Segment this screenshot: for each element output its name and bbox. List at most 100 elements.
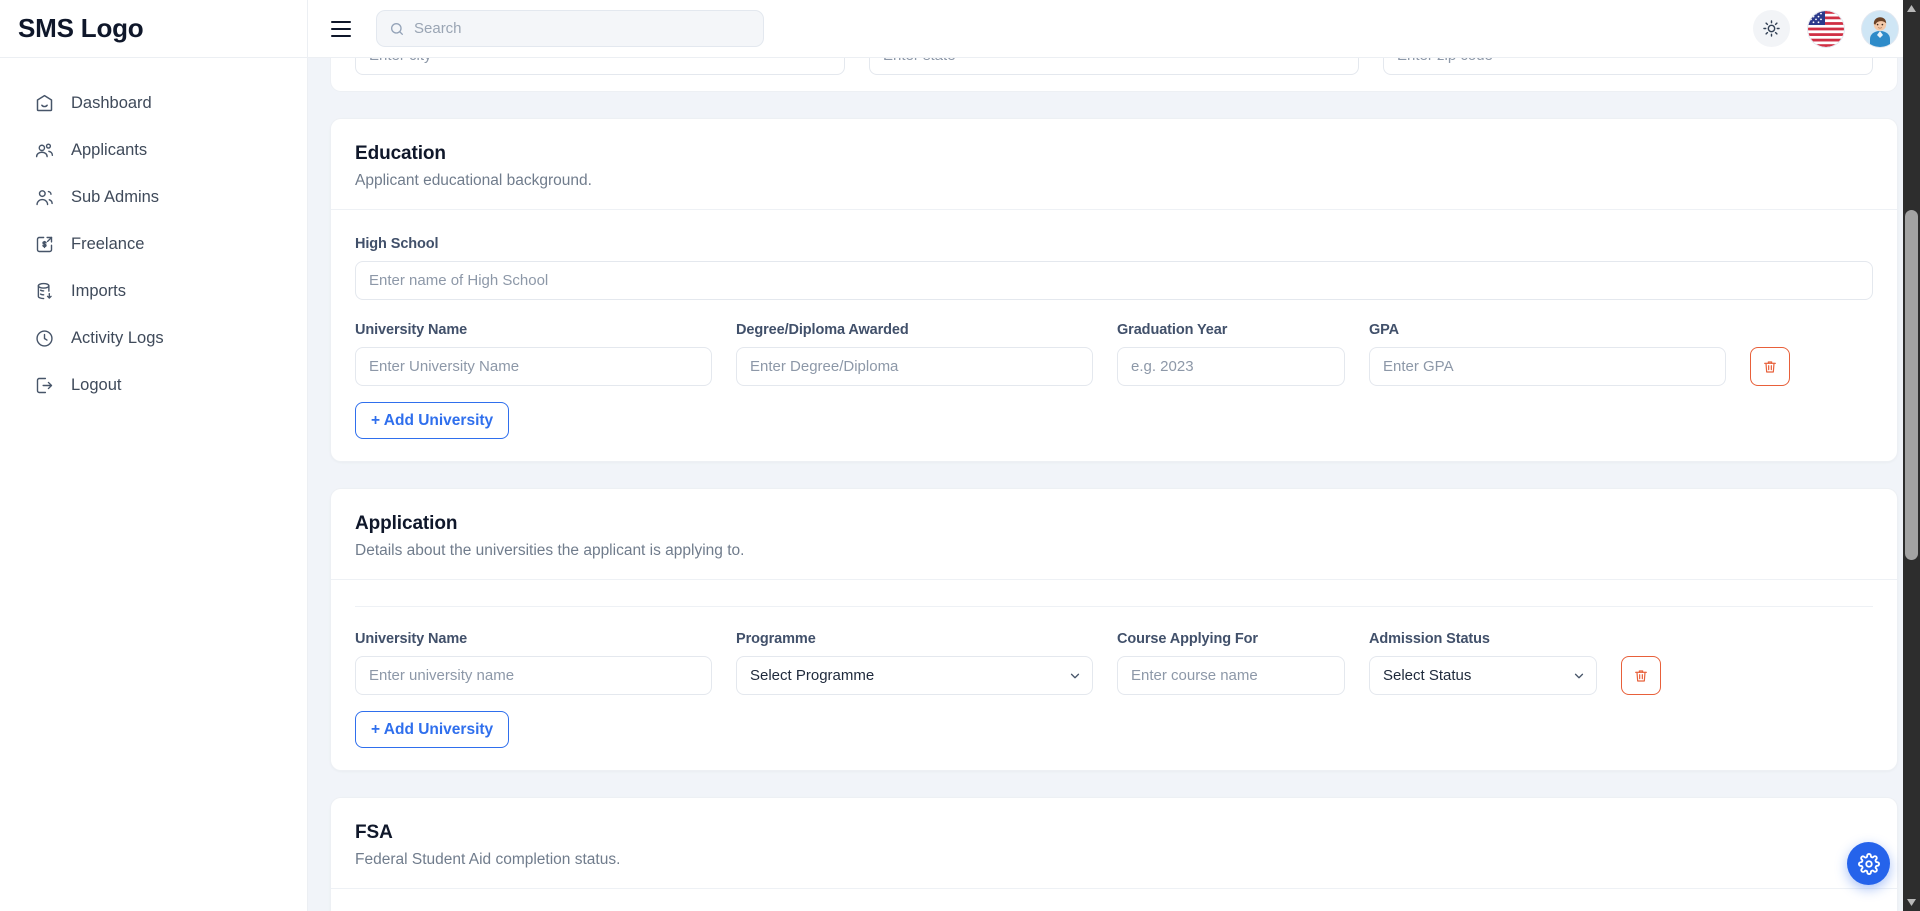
- search-box[interactable]: [376, 10, 764, 47]
- sidebar-item-sub-admins[interactable]: Sub Admins: [0, 174, 307, 221]
- course-label: Course Applying For: [1117, 631, 1258, 647]
- sidebar-item-label: Activity Logs: [71, 329, 164, 347]
- logout-icon: [34, 375, 55, 396]
- trash-icon: [1633, 668, 1649, 684]
- gear-icon: [1857, 852, 1880, 875]
- programme-label: Programme: [736, 631, 816, 647]
- university-name-input[interactable]: [355, 347, 712, 386]
- settings-fab-button[interactable]: [1847, 842, 1890, 885]
- gpa-field: GPA: [1369, 322, 1726, 386]
- freelance-icon: [34, 234, 55, 255]
- education-university-row: University Name Degree/Diploma Awarded G…: [355, 322, 1873, 386]
- sidebar-item-label: Dashboard: [71, 94, 152, 112]
- fsa-title: FSA: [355, 822, 393, 843]
- programme-select[interactable]: Select Programme: [736, 656, 1093, 695]
- application-university-name-input[interactable]: [355, 656, 712, 695]
- zip-input[interactable]: [1383, 58, 1873, 75]
- sidebar-item-freelance[interactable]: Freelance: [0, 221, 307, 268]
- application-university-name-field: University Name: [355, 631, 712, 695]
- education-card-header: Education Applicant educational backgrou…: [331, 119, 1897, 210]
- application-subtitle: Details about the universities the appli…: [355, 542, 745, 559]
- theme-toggle-button[interactable]: [1753, 10, 1790, 47]
- sidebar-item-applicants[interactable]: Applicants: [0, 127, 307, 174]
- trash-icon: [1762, 359, 1778, 375]
- main-area: Education Applicant educational backgrou…: [308, 0, 1920, 911]
- fsa-card-body: [331, 889, 1897, 911]
- programme-field: Programme Select Programme: [736, 631, 1093, 695]
- sidebar-item-label: Sub Admins: [71, 188, 160, 206]
- activity-logs-icon: [34, 328, 55, 349]
- search-input[interactable]: [414, 20, 751, 37]
- sidebar-item-label: Imports: [71, 282, 127, 300]
- imports-icon: [34, 281, 55, 302]
- course-field: Course Applying For: [1117, 631, 1345, 695]
- graduation-year-input[interactable]: [1117, 347, 1345, 386]
- delete-application-row-button[interactable]: [1621, 656, 1661, 695]
- search-icon: [389, 21, 405, 37]
- form-content: Education Applicant educational backgrou…: [308, 58, 1920, 911]
- admission-status-label: Admission Status: [1369, 631, 1490, 647]
- degree-field: Degree/Diploma Awarded: [736, 322, 1093, 386]
- applicants-icon: [34, 140, 55, 161]
- us-flag-icon: [1808, 10, 1844, 47]
- fsa-card: FSA Federal Student Aid completion statu…: [330, 797, 1898, 911]
- topbar: [308, 0, 1920, 58]
- graduation-year-field: Graduation Year: [1117, 322, 1345, 386]
- sidebar-item-label: Logout: [71, 376, 122, 394]
- gpa-input[interactable]: [1369, 347, 1726, 386]
- application-title: Application: [355, 513, 458, 534]
- add-university-education-button[interactable]: + Add University: [355, 402, 510, 439]
- course-input[interactable]: [1117, 656, 1345, 695]
- dashboard-icon: [34, 93, 55, 114]
- scroll-down-arrow[interactable]: [1903, 894, 1920, 911]
- sidebar-item-activity-logs[interactable]: Activity Logs: [0, 315, 307, 362]
- fsa-subtitle: Federal Student Aid completion status.: [355, 851, 621, 868]
- sidebar-item-imports[interactable]: Imports: [0, 268, 307, 315]
- scrollbar-thumb[interactable]: [1905, 210, 1918, 560]
- application-card-header: Application Details about the universiti…: [331, 489, 1897, 580]
- city-input[interactable]: [355, 58, 845, 75]
- address-card-bottom: [330, 58, 1898, 92]
- add-university-application-button[interactable]: + Add University: [355, 711, 510, 748]
- user-avatar: [1862, 10, 1898, 47]
- avatar[interactable]: [1862, 10, 1898, 47]
- sidebar-item-dashboard[interactable]: Dashboard: [0, 80, 307, 127]
- university-name-label: University Name: [355, 322, 468, 338]
- sidebar-nav: Dashboard Applicants: [0, 58, 307, 409]
- high-school-field: High School: [355, 236, 1873, 300]
- brand-text: SMS Logo: [18, 13, 144, 43]
- application-university-name-label: University Name: [355, 631, 468, 647]
- education-card: Education Applicant educational backgrou…: [330, 118, 1898, 462]
- university-name-field: University Name: [355, 322, 712, 386]
- education-title: Education: [355, 143, 446, 164]
- sidebar-item-logout[interactable]: Logout: [0, 362, 307, 409]
- sidebar-brand[interactable]: SMS Logo: [0, 0, 307, 58]
- graduation-year-label: Graduation Year: [1117, 322, 1228, 338]
- sub-admins-icon: [34, 187, 55, 208]
- education-card-body: High School University Name Degree/Diplo…: [331, 210, 1897, 461]
- address-row: [355, 58, 1873, 75]
- admission-status-field: Admission Status Select Status: [1369, 631, 1597, 695]
- application-row: University Name Programme Select Program…: [355, 631, 1873, 695]
- education-subtitle: Applicant educational background.: [355, 172, 592, 189]
- fsa-card-header: FSA Federal Student Aid completion statu…: [331, 798, 1897, 889]
- topbar-actions: [1753, 10, 1898, 47]
- state-input[interactable]: [869, 58, 1359, 75]
- application-card: Application Details about the universiti…: [330, 488, 1898, 771]
- page-scrollbar[interactable]: [1903, 0, 1920, 911]
- sidebar: SMS Logo Dashboard: [0, 0, 308, 911]
- application-divider: [355, 606, 1873, 607]
- hamburger-icon[interactable]: [324, 12, 358, 46]
- degree-label: Degree/Diploma Awarded: [736, 322, 909, 338]
- admission-status-select[interactable]: Select Status: [1369, 656, 1597, 695]
- gpa-label: GPA: [1369, 322, 1400, 338]
- scroll-up-arrow[interactable]: [1903, 0, 1920, 17]
- high-school-input[interactable]: [355, 261, 1873, 300]
- language-selector[interactable]: [1808, 10, 1844, 47]
- sun-icon: [1762, 19, 1781, 38]
- admission-status-select-wrap: Select Status: [1369, 656, 1597, 695]
- delete-education-row-button[interactable]: [1750, 347, 1790, 386]
- degree-input[interactable]: [736, 347, 1093, 386]
- sidebar-item-label: Freelance: [71, 235, 145, 253]
